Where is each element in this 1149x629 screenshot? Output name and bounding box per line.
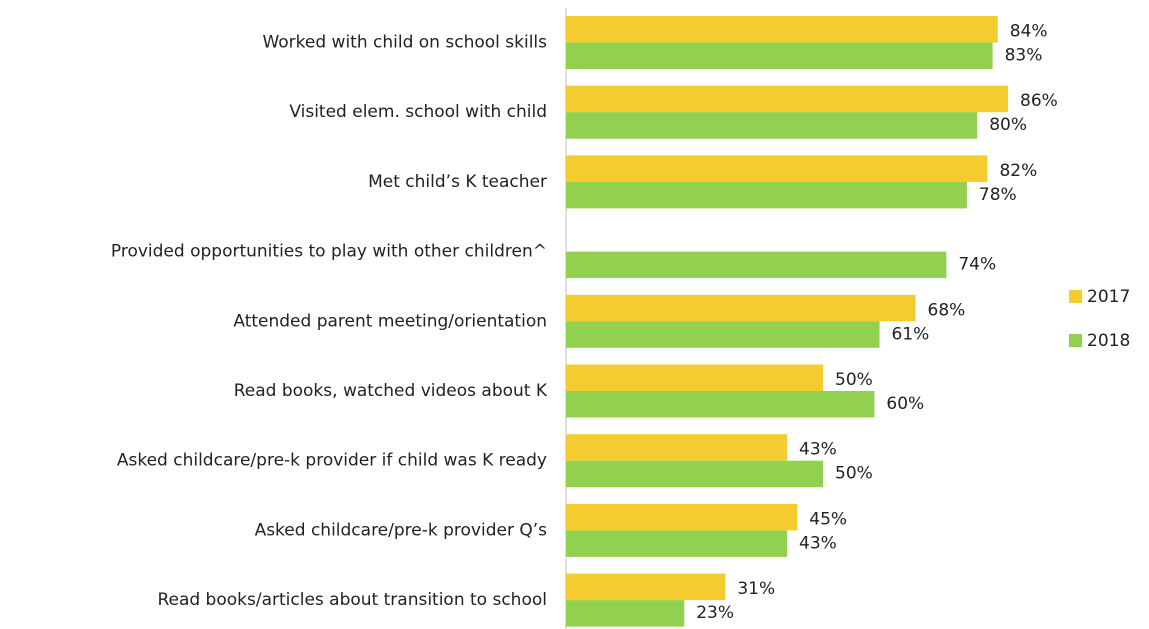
category-label: Read books, watched videos about K bbox=[234, 381, 548, 401]
bar bbox=[566, 530, 788, 557]
bar bbox=[566, 42, 993, 69]
value-label: 23% bbox=[696, 603, 734, 623]
bar bbox=[566, 294, 916, 322]
legend-swatch bbox=[1069, 334, 1082, 347]
value-label: 84% bbox=[1010, 22, 1048, 42]
bar bbox=[566, 16, 998, 43]
bar bbox=[566, 321, 880, 348]
bar bbox=[566, 391, 875, 418]
bar bbox=[566, 573, 726, 601]
value-label: 74% bbox=[958, 255, 996, 275]
value-label: 60% bbox=[886, 394, 924, 414]
category-label: Read books/articles about transition to … bbox=[157, 590, 547, 610]
bar bbox=[566, 434, 788, 461]
category-label: Attended parent meeting/orientation bbox=[233, 311, 547, 331]
value-label: 78% bbox=[979, 185, 1017, 205]
value-label: 31% bbox=[737, 579, 775, 599]
value-label: 68% bbox=[928, 300, 966, 320]
bar bbox=[566, 503, 798, 531]
value-label: 82% bbox=[999, 161, 1037, 181]
bar bbox=[566, 85, 1009, 113]
category-label: Met child’s K teacher bbox=[368, 172, 547, 192]
bar bbox=[566, 251, 947, 279]
value-label: 80% bbox=[989, 115, 1027, 135]
category-label: Provided opportunities to play with othe… bbox=[111, 242, 547, 262]
bar bbox=[566, 364, 823, 391]
value-label: 61% bbox=[892, 324, 930, 344]
value-label: 86% bbox=[1020, 91, 1058, 111]
category-label: Worked with child on school skills bbox=[262, 33, 547, 53]
value-label: 50% bbox=[835, 464, 873, 484]
bar bbox=[566, 155, 988, 182]
legend-label: 2018 bbox=[1087, 331, 1130, 351]
category-label: Asked childcare/pre-k provider Q’s bbox=[255, 520, 548, 540]
bar bbox=[566, 460, 823, 488]
bar bbox=[566, 112, 978, 139]
value-label: 43% bbox=[799, 533, 837, 553]
value-label: 43% bbox=[799, 440, 837, 460]
bar bbox=[566, 600, 685, 627]
legend-label: 2017 bbox=[1087, 287, 1130, 307]
category-label: Visited elem. school with child bbox=[289, 102, 547, 122]
legend-swatch bbox=[1069, 290, 1082, 303]
value-label: 50% bbox=[835, 370, 873, 390]
value-label: 45% bbox=[809, 509, 847, 529]
value-label: 83% bbox=[1005, 46, 1043, 66]
bar bbox=[566, 181, 967, 209]
category-label: Asked childcare/pre-k provider if child … bbox=[117, 451, 547, 471]
